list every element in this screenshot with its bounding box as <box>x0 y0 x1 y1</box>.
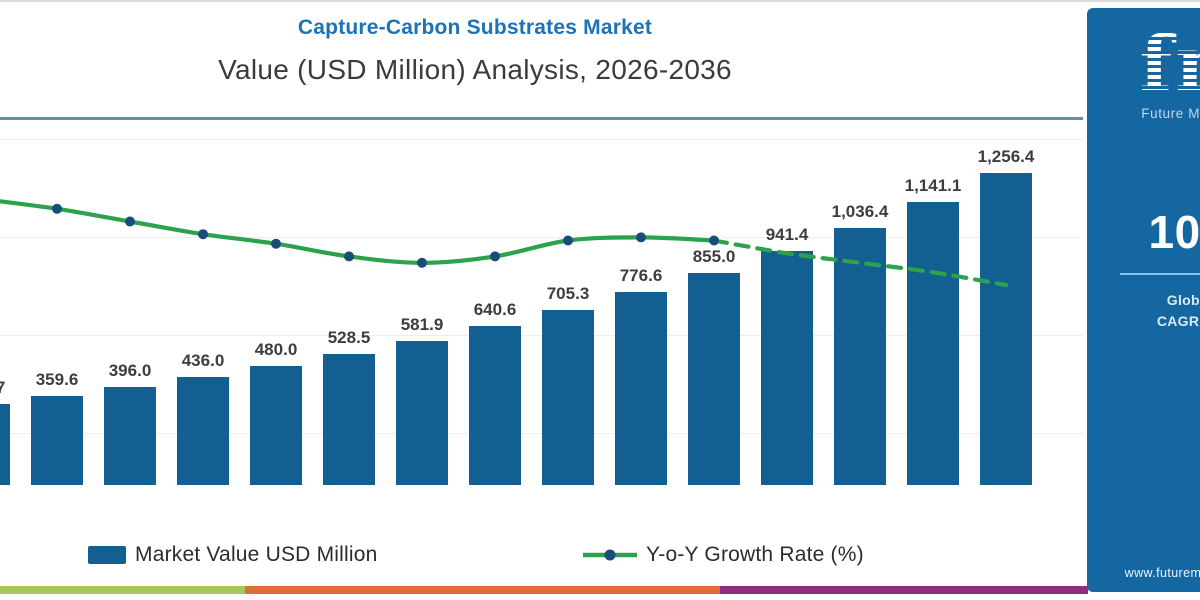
website-url: www.futuremarketinsights.com <box>1124 566 1200 580</box>
bar-value-label: 705.3 <box>546 284 590 303</box>
legend-item-growth-rate: Y-o-Y Growth Rate (%) <box>583 543 864 567</box>
top-hairline <box>0 0 1200 2</box>
cagr-caption: Global Market CAGR 2026-2036 <box>1087 290 1200 332</box>
bar-2026 <box>250 366 302 485</box>
legend-item-market-value: Market Value USD Million <box>88 543 378 567</box>
bar-swatch-icon <box>88 546 126 564</box>
bar-value-label: 528.5 <box>327 328 371 347</box>
bar-value-label: 1,256.4 <box>977 147 1035 166</box>
brand-name: Future Market Insights <box>1141 106 1200 121</box>
logo-stripes-overlay <box>1129 26 1200 94</box>
fmi-logo: fmi <box>1129 20 1200 108</box>
bar-value-label: 941.4 <box>765 225 809 244</box>
bar-2024 <box>104 387 156 485</box>
line-dot-swatch-icon <box>583 549 637 561</box>
bar-2035 <box>907 202 959 485</box>
bar-2023 <box>31 396 83 485</box>
gridline <box>0 335 1083 336</box>
bar-value-label: 855.0 <box>692 247 736 266</box>
sidebar-divider <box>1120 273 1200 275</box>
bar-2031 <box>615 292 667 485</box>
bar-2032 <box>688 273 740 485</box>
bar-2030 <box>542 310 594 485</box>
strip-segment-1 <box>0 586 245 594</box>
legend-label: Y-o-Y Growth Rate (%) <box>646 543 864 566</box>
gridline <box>0 139 1083 140</box>
bar-value-label: 581.9 <box>400 315 444 334</box>
chart-top-border <box>0 117 1083 120</box>
cagr-caption-line2: CAGR 2026-2036 <box>1156 313 1200 329</box>
bar-2029 <box>469 326 521 485</box>
chart-header: Capture-Carbon Substrates Market Value (… <box>0 0 950 86</box>
bar-2022 <box>0 404 10 485</box>
bar-2034 <box>834 228 886 485</box>
chart-subtitle: Value (USD Million) Analysis, 2026-2036 <box>218 54 732 85</box>
strip-segment-3 <box>720 586 1088 594</box>
cagr-value: 10.1% <box>1148 206 1200 258</box>
bar-2033 <box>761 251 813 485</box>
chart-title: Capture-Carbon Substrates Market <box>297 16 653 39</box>
bar-value-label: 1,036.4 <box>831 202 889 221</box>
bar-2025 <box>177 377 229 485</box>
cagr-caption-line1: Global Market <box>1166 292 1200 308</box>
plot-area: 326.7 359.6 396.0 436.0 480.0 528.5 581.9 640.6… <box>0 120 1085 485</box>
bar-value-label: 359.6 <box>35 370 79 389</box>
bar-value-label: 776.6 <box>619 266 663 285</box>
bar-value-label: 640.6 <box>473 300 517 319</box>
gridline <box>0 433 1083 434</box>
bar-2028 <box>396 341 448 485</box>
bar-2036 <box>980 173 1032 485</box>
bar-value-label: 480.0 <box>254 340 298 359</box>
brand-sidebar: fmi Future Market Insights 10.1% Global … <box>1087 8 1200 592</box>
bar-2027 <box>323 354 375 485</box>
bar-value-label: 326.7 <box>0 378 6 397</box>
legend-label: Market Value USD Million <box>135 543 378 566</box>
strip-segment-2 <box>245 586 720 594</box>
bar-value-label: 436.0 <box>181 351 225 370</box>
bar-value-label: 1,141.1 <box>904 176 962 195</box>
bar-value-label: 396.0 <box>108 361 152 380</box>
